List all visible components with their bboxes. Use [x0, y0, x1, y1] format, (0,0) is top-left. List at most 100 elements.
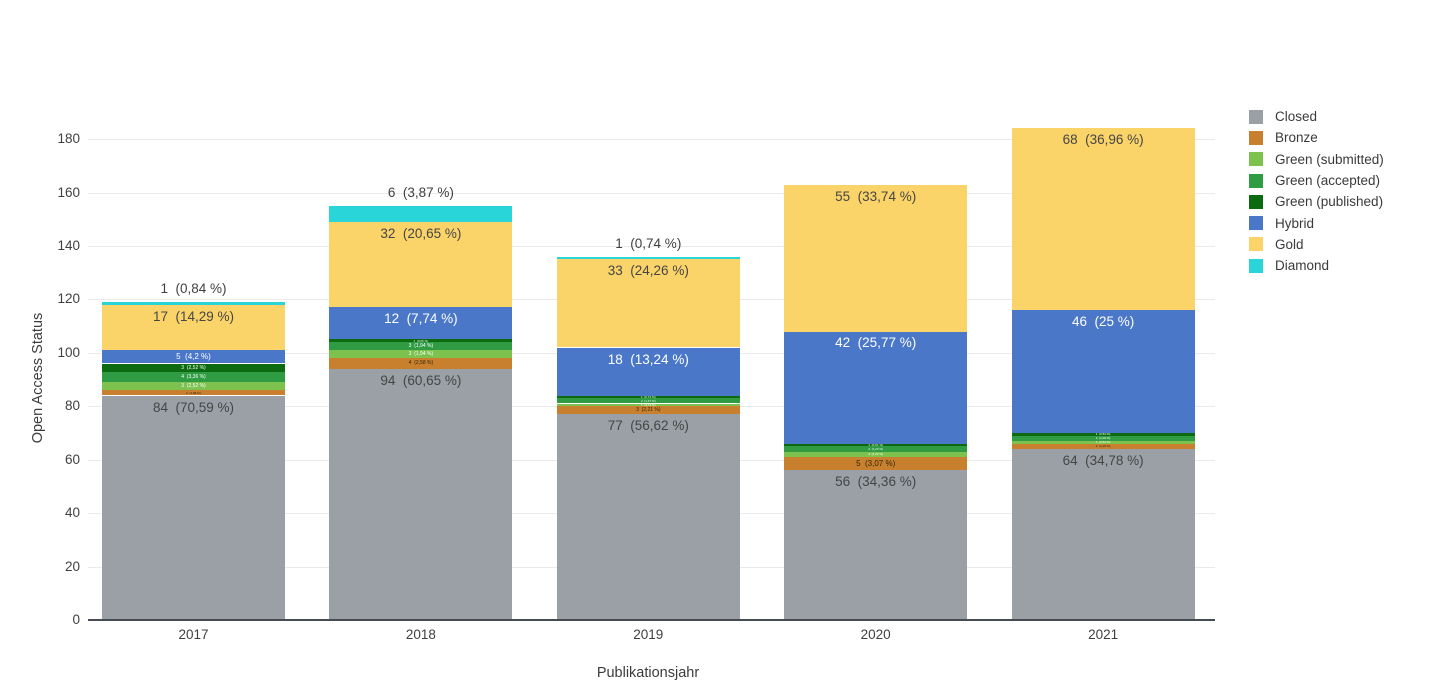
segment-label: 3 (2,52 %)	[181, 364, 206, 371]
gridline	[88, 192, 1215, 194]
segment-label: 94 (60,65 %)	[380, 372, 462, 388]
x-tick-label-2018: 2018	[405, 627, 436, 642]
legend-item-green-submitted[interactable]: Green (submitted)	[1249, 149, 1384, 170]
segment-label: 5 (4,2 %)	[176, 352, 211, 362]
segment-label: 55 (33,74 %)	[835, 188, 917, 204]
legend-item-diamond[interactable]: Diamond	[1249, 255, 1384, 276]
legend-swatch-diamond	[1249, 258, 1263, 273]
segment-label: 2 (1,23 %)	[868, 446, 884, 451]
segment-label: 2 (1,09 %)	[1095, 436, 1111, 441]
legend-item-closed[interactable]: Closed	[1249, 106, 1384, 127]
bar-total-label-2018: 6 (3,87 %)	[387, 184, 454, 200]
legend-item-bronze[interactable]: Bronze	[1249, 127, 1384, 148]
segment-label: 32 (20,65 %)	[380, 225, 462, 241]
bar-segment-diamond-2018[interactable]	[329, 205, 513, 222]
bar-segment-gold-2017[interactable]: 17 (14,29 %)	[102, 304, 285, 351]
legend-item-label: Closed	[1275, 109, 1318, 125]
bar-segment-gold-2020[interactable]: 55 (33,74 %)	[784, 184, 968, 332]
segment-label: 3 (2,21 %)	[636, 407, 661, 414]
bar-total-label-2017: 1 (0,84 %)	[160, 281, 227, 296]
bar-segment-closed-2018[interactable]: 94 (60,65 %)	[329, 368, 513, 620]
segment-label: 18 (13,24 %)	[607, 351, 689, 367]
bar-segment-hybrid-2017[interactable]: 5 (4,2 %)	[102, 350, 285, 364]
bar-segment-bronze-2021[interactable]: 2 (1,09 %)	[1011, 443, 1195, 449]
gridline	[88, 245, 1215, 247]
legend-item-hybrid[interactable]: Hybrid	[1249, 212, 1384, 233]
legend-item-label: Green (accepted)	[1275, 173, 1381, 189]
legend-swatch-gold	[1249, 237, 1263, 252]
bar-segment-gold-2019[interactable]: 33 (24,26 %)	[556, 259, 740, 348]
legend-item-label: Hybrid	[1275, 215, 1315, 231]
bar-segment-bronze-2018[interactable]: 4 (2,58 %)	[329, 358, 513, 369]
legend-item-label: Diamond	[1275, 258, 1330, 274]
x-tick-label-2021: 2021	[1088, 627, 1119, 642]
bar-segment-diamond-2019[interactable]	[556, 256, 740, 260]
legend-swatch-green-accepted	[1249, 173, 1263, 188]
bar-segment-hybrid-2020[interactable]: 42 (25,77 %)	[784, 331, 968, 444]
bar-segment-hybrid-2021[interactable]: 46 (25 %)	[1011, 310, 1195, 433]
segment-label: 3 (2,52 %)	[181, 383, 206, 390]
bar-segment-green-accepted-2021[interactable]: 2 (1,09 %)	[1011, 435, 1195, 441]
y-tick-label: 20	[64, 558, 80, 574]
segment-label: 77 (56,62 %)	[607, 418, 689, 434]
bar-segment-closed-2017[interactable]: 84 (70,59 %)	[102, 395, 285, 620]
bar-segment-hybrid-2019[interactable]: 18 (13,24 %)	[556, 347, 740, 396]
bar-segment-bronze-2020[interactable]: 5 (3,07 %)	[784, 457, 968, 471]
y-tick-label: 160	[57, 184, 80, 200]
legend-item-green-published[interactable]: Green (published)	[1249, 191, 1384, 212]
bar-segment-green-accepted-2020[interactable]: 2 (1,23 %)	[784, 446, 968, 452]
segment-label: 1 (0,74 %)	[640, 394, 656, 399]
bar-segment-green-submitted-2020[interactable]: 2 (1,23 %)	[784, 451, 968, 457]
y-tick-label: 80	[64, 398, 80, 414]
segment-label: 42 (25,77 %)	[835, 335, 917, 351]
segment-label: 3 (1,94 %)	[408, 351, 434, 358]
bar-segment-green-accepted-2019[interactable]: 2 (1,47 %)	[556, 398, 740, 404]
bar-segment-green-published-2021[interactable]: 1 (0,54 %)	[1011, 432, 1195, 436]
bar-segment-diamond-2017[interactable]	[102, 302, 285, 305]
segment-label: 1 (0,54 %)	[1095, 440, 1111, 445]
bar-segment-green-published-2018[interactable]: 1 (0,65 %)	[329, 339, 513, 343]
x-axis-title: Publikationsjahr	[596, 665, 700, 681]
y-tick-label: 40	[64, 505, 80, 521]
x-tick-label-2019: 2019	[633, 627, 664, 642]
bar-segment-closed-2020[interactable]: 56 (34,36 %)	[784, 470, 968, 620]
bar-segment-gold-2021[interactable]: 68 (36,96 %)	[1011, 128, 1195, 311]
legend-swatch-bronze	[1249, 130, 1263, 145]
y-tick-label: 100	[57, 344, 80, 360]
legend: Closed Bronze Green (submitted) Green (acce…	[1249, 106, 1384, 276]
segment-label: 1 (0,74 %)	[640, 402, 656, 407]
segment-label: 64 (34,78 %)	[1062, 453, 1144, 468]
bar-segment-gold-2018[interactable]: 32 (20,65 %)	[329, 221, 513, 308]
bar-segment-closed-2019[interactable]: 77 (56,62 %)	[556, 414, 740, 620]
bar-segment-green-submitted-2017[interactable]: 3 (2,52 %)	[102, 382, 285, 391]
bar-segment-green-accepted-2018[interactable]: 3 (1,94 %)	[329, 342, 513, 351]
y-tick-label: 120	[57, 291, 80, 307]
bar-segment-closed-2021[interactable]: 64 (34,78 %)	[1011, 449, 1195, 620]
y-axis-title: Open Access Status	[30, 312, 46, 444]
legend-item-label: Gold	[1275, 236, 1304, 252]
y-tick-label: 180	[57, 131, 80, 146]
legend-item-label: Green (published)	[1275, 194, 1384, 210]
bar-segment-hybrid-2018[interactable]: 12 (7,74 %)	[329, 307, 513, 340]
bar-segment-green-submitted-2021[interactable]: 1 (0,54 %)	[1011, 440, 1195, 445]
y-tick-label: 140	[57, 237, 80, 253]
bar-total-label-2019: 1 (0,74 %)	[615, 235, 682, 251]
bar-segment-green-submitted-2019[interactable]: 1 (0,74 %)	[556, 402, 740, 407]
bar-segment-green-published-2019[interactable]: 1 (0,74 %)	[556, 394, 740, 399]
legend-item-green-accepted[interactable]: Green (accepted)	[1249, 170, 1384, 191]
bar-segment-green-published-2017[interactable]: 3 (2,52 %)	[102, 363, 285, 372]
segment-label: 17 (14,29 %)	[152, 308, 235, 324]
bar-segment-green-published-2020[interactable]: 1 (0,61 %)	[784, 443, 968, 447]
bar-segment-bronze-2017[interactable]: 2 (1,68 %)	[102, 390, 285, 396]
legend-swatch-hybrid	[1249, 216, 1263, 231]
bar-segment-green-accepted-2017[interactable]: 4 (3,36 %)	[102, 371, 285, 383]
bar-segment-green-submitted-2018[interactable]: 3 (1,94 %)	[329, 350, 513, 359]
y-tick-label: 0	[72, 612, 80, 627]
bar-segment-bronze-2019[interactable]: 3 (2,21 %)	[556, 406, 740, 415]
legend-swatch-green-submitted	[1249, 152, 1263, 167]
legend-item-gold[interactable]: Gold	[1249, 234, 1384, 255]
segment-label: 4 (2,58 %)	[408, 360, 434, 367]
gridline	[88, 139, 1215, 140]
segment-label: 46 (25 %)	[1071, 314, 1135, 329]
